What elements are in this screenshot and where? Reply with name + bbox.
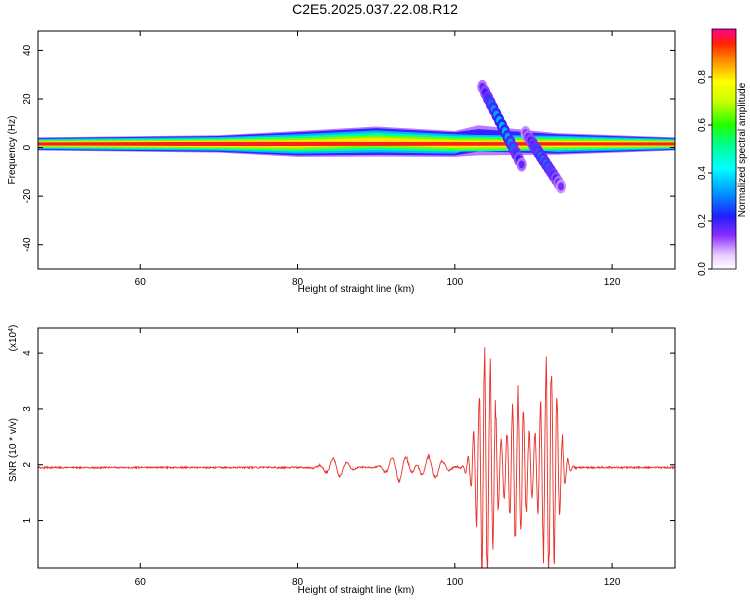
colorbar-tick-label: 0.2: [697, 214, 708, 228]
spectrogram-image: [38, 79, 675, 194]
x-tick-label: 100: [446, 277, 463, 288]
colorbar-tick-label: 0.0: [697, 262, 708, 276]
y-tick-label: 3: [22, 406, 33, 412]
snr-panel: 60 80 100 120 1 2 3 4 Height of straight line …: [8, 325, 676, 596]
y-tick-label: 40: [22, 44, 33, 56]
spectrogram-frame: [37, 30, 676, 270]
colorbar-gradient: [711, 28, 737, 270]
snr-y-label: SNR (10 * v/v): [8, 418, 19, 482]
snr-y-multiplier-base: (x10: [8, 331, 19, 351]
spectrogram-x-label: Height of straight line (km): [298, 284, 415, 295]
snr-series-line: [38, 347, 675, 568]
colorbar: 0.0 0.2 0.4 0.6 0.8 Normalized spectral ampl…: [697, 28, 748, 276]
snr-frame: [37, 327, 676, 569]
snr-y-multiplier-close: ): [8, 325, 19, 328]
snr-y-multiplier: (x104): [8, 325, 20, 352]
x-tick-label: 60: [135, 277, 147, 288]
y-tick-label: 0: [22, 144, 33, 150]
x-tick-label: 120: [604, 277, 621, 288]
snr-x-ticks: 60 80 100 120: [135, 328, 621, 588]
colorbar-tick-label: 0.4: [697, 166, 708, 180]
spectrogram-chirp-core: [518, 160, 525, 169]
y-tick-label: -20: [22, 188, 33, 203]
colorbar-label: Normalized spectral amplitude: [737, 82, 748, 217]
snr-y-ticks: 1 2 3 4: [22, 350, 675, 523]
colorbar-tick-label: 0.8: [697, 70, 708, 84]
colorbar-tick-label: 0.6: [697, 118, 708, 132]
y-tick-label: 2: [22, 462, 33, 468]
spectrogram-panel: 60 80 100 120 -40 -20 0 20 40 Height of straigh…: [7, 30, 676, 295]
snr-x-label: Height of straight line (km): [298, 585, 415, 596]
x-tick-label: 100: [446, 577, 463, 588]
spectrogram-ridge-band: [38, 141, 675, 147]
x-tick-label: 80: [292, 577, 304, 588]
colorbar-ticks: 0.0 0.2 0.4 0.6 0.8: [697, 70, 712, 276]
x-tick-label: 80: [292, 277, 304, 288]
spectrogram-chirp-core: [557, 182, 564, 191]
y-tick-label: 1: [22, 517, 33, 523]
y-tick-label: 20: [22, 93, 33, 105]
y-tick-label: 4: [22, 350, 33, 356]
figure-title: C2E5.2025.037.22.08.R12: [292, 1, 458, 17]
snr-y-multiplier-exp: 4: [8, 328, 15, 332]
spectrogram-y-label: Frequency (Hz): [7, 116, 18, 185]
y-tick-label: -40: [22, 237, 33, 252]
x-tick-label: 120: [604, 577, 621, 588]
x-tick-label: 60: [135, 577, 147, 588]
spectrogram-x-ticks: 60 80 100 120: [135, 31, 621, 288]
spectrogram-y-ticks: -40 -20 0 20 40: [22, 44, 675, 252]
